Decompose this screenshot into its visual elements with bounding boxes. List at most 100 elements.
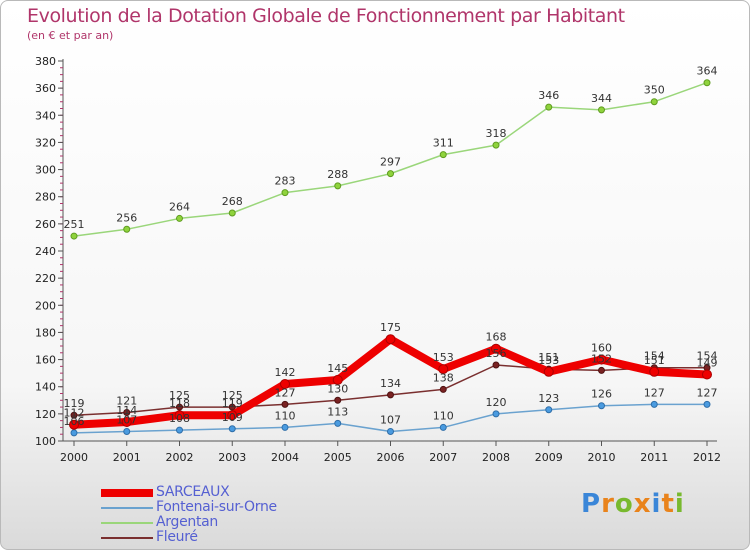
data-label: 113	[327, 405, 348, 418]
data-label: 125	[169, 389, 190, 402]
data-point	[387, 428, 394, 435]
x-tick-label: 2012	[693, 451, 721, 464]
x-tick-label: 2009	[535, 451, 563, 464]
legend-swatch	[101, 489, 153, 497]
y-tick-label: 240	[35, 245, 56, 258]
data-point	[121, 417, 132, 427]
chart-title: Evolution de la Dotation Globale de Fonc…	[27, 5, 625, 27]
data-label: 108	[169, 412, 190, 425]
data-point	[70, 429, 78, 437]
data-point	[492, 361, 500, 369]
data-label: 318	[486, 127, 507, 140]
data-label: 127	[644, 386, 665, 399]
data-point	[281, 400, 289, 408]
data-point	[438, 364, 449, 375]
y-tick-label: 140	[35, 381, 56, 394]
legend-label: Argentan	[156, 514, 219, 530]
data-label: 364	[697, 65, 718, 78]
legend-swatch	[101, 522, 153, 524]
legend-label: Fontenai-sur-Orne	[156, 499, 277, 515]
data-point	[703, 400, 711, 408]
data-label: 149	[697, 357, 718, 370]
data-point	[387, 170, 394, 178]
data-label: 152	[591, 352, 612, 365]
data-point	[334, 419, 342, 427]
x-tick-label: 2001	[113, 451, 141, 464]
data-label: 151	[538, 351, 559, 364]
x-tick-label: 2007	[429, 451, 457, 464]
data-label: 114	[116, 404, 137, 417]
x-tick-label: 2004	[271, 451, 299, 464]
data-label: 138	[433, 371, 454, 384]
y-tick-label: 280	[35, 191, 56, 204]
data-label: 130	[327, 382, 348, 395]
chart-subtitle: (en € et par an)	[27, 29, 114, 42]
data-label: 156	[486, 347, 507, 360]
data-point	[598, 366, 605, 374]
x-tick-label: 2000	[60, 451, 88, 464]
x-tick-label: 2006	[377, 451, 405, 464]
data-label: 350	[644, 84, 665, 97]
data-label: 142	[275, 366, 296, 379]
y-tick-label: 360	[35, 82, 56, 95]
legend-label: Fleuré	[156, 529, 198, 545]
y-tick-label: 300	[35, 164, 56, 177]
data-label: 297	[380, 156, 401, 169]
data-point	[281, 423, 289, 431]
data-label: 283	[275, 175, 296, 188]
data-point	[332, 374, 343, 385]
data-label: 268	[222, 195, 243, 208]
data-label: 110	[433, 409, 454, 422]
y-tick-label: 180	[35, 326, 56, 339]
data-label: 126	[591, 388, 612, 401]
data-point	[70, 411, 78, 419]
data-label: 118	[169, 397, 190, 410]
data-label: 120	[486, 396, 507, 409]
data-point	[281, 189, 289, 197]
data-point	[123, 428, 131, 435]
data-point	[174, 410, 185, 421]
data-point	[492, 410, 500, 418]
data-point	[492, 141, 500, 149]
data-label: 107	[380, 414, 401, 427]
data-label: 106	[64, 415, 85, 428]
data-point	[703, 79, 711, 87]
data-point	[334, 182, 342, 190]
y-tick-label: 220	[35, 272, 56, 285]
y-tick-label: 380	[35, 55, 56, 68]
data-point	[176, 214, 183, 222]
data-point	[228, 425, 236, 433]
data-point	[227, 410, 238, 421]
data-label: 125	[222, 389, 243, 402]
data-point	[596, 354, 607, 365]
data-point	[123, 409, 131, 416]
data-label: 311	[433, 137, 454, 150]
data-label: 344	[591, 92, 612, 105]
y-tick-label: 320	[35, 136, 56, 149]
data-label: 145	[327, 362, 348, 375]
data-point	[70, 232, 78, 240]
x-tick-label: 2011	[640, 451, 668, 464]
x-tick-label: 2003	[218, 451, 246, 464]
data-point	[280, 379, 290, 389]
data-point	[123, 225, 131, 233]
x-tick-label: 2010	[588, 451, 616, 464]
data-label: 154	[644, 350, 665, 363]
data-point	[598, 402, 605, 410]
data-label: 288	[327, 168, 348, 181]
data-label: 121	[116, 395, 137, 408]
legend-swatch	[101, 507, 153, 509]
data-label: 109	[222, 411, 243, 424]
data-point	[334, 396, 342, 404]
data-label: 153	[538, 354, 559, 367]
data-label: 119	[222, 397, 243, 410]
data-point	[176, 426, 183, 434]
data-point	[650, 98, 658, 106]
data-point	[543, 366, 554, 377]
y-tick-label: 200	[35, 299, 56, 312]
data-label: 168	[486, 331, 507, 344]
y-tick-label: 100	[35, 435, 56, 448]
data-point	[387, 391, 394, 399]
data-label: 160	[591, 342, 612, 355]
